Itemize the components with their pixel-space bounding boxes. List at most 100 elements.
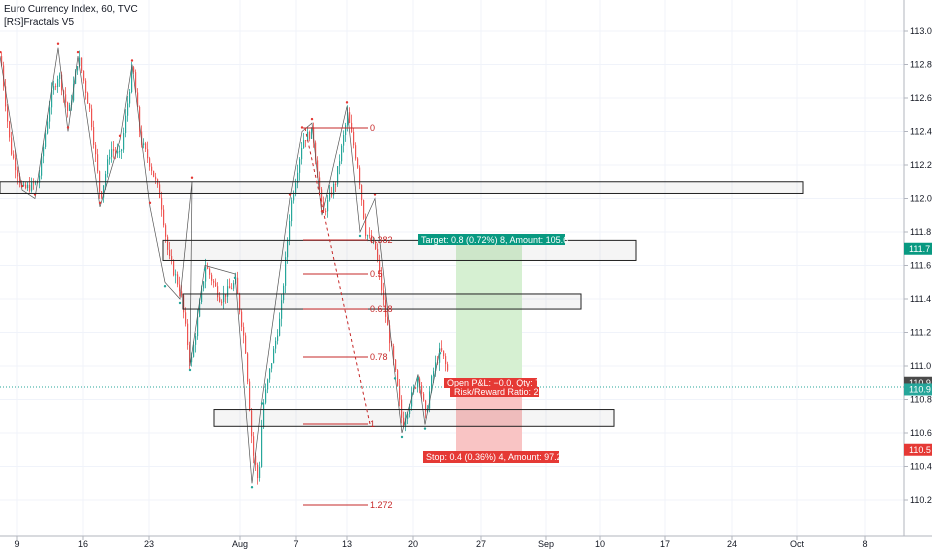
candle-body [419, 378, 421, 386]
candle-body [213, 280, 215, 283]
fractal-marker [400, 435, 404, 439]
candle-body [385, 299, 387, 317]
candle-body [337, 166, 339, 185]
candle-body [403, 417, 405, 426]
fractal-marker [76, 50, 80, 54]
candle-body [387, 316, 389, 326]
sr-zones[interactable] [0, 181, 804, 427]
fractal-marker [416, 377, 420, 380]
candle-body [181, 291, 183, 296]
candle-body [105, 173, 107, 186]
candle-body [253, 436, 255, 456]
candle-body [177, 274, 179, 285]
candle-body [289, 221, 291, 241]
price-badge [904, 443, 932, 456]
candle-body [57, 78, 59, 88]
candle-body [203, 281, 205, 289]
candle-body [381, 272, 383, 291]
candle-body [125, 115, 127, 134]
candle-body [43, 146, 45, 157]
candle-body [255, 455, 257, 465]
candle-body [15, 158, 17, 171]
candle-body [251, 410, 253, 437]
rr-label[interactable]: Risk/Reward Ratio: 2 [454, 387, 539, 397]
candle-body [61, 74, 63, 91]
candle-body [299, 159, 301, 173]
time-tick-label: 27 [476, 539, 486, 549]
candle-body [383, 290, 385, 300]
sr-zone[interactable] [162, 239, 637, 261]
pnl-label[interactable]: Open P&L: −0.0, Qty: 7 [447, 378, 540, 388]
candle-body [439, 348, 441, 363]
fractal-marker [188, 368, 192, 372]
candle-body [301, 148, 303, 160]
candle-body [209, 268, 211, 275]
candle-body [115, 151, 117, 154]
sr-zone[interactable] [182, 293, 582, 310]
candle-body [231, 288, 233, 290]
candle-body [443, 350, 445, 357]
price-tick-label: 112.2 [910, 160, 932, 170]
grid-lines [0, 0, 904, 536]
stop-label[interactable]: Stop: 0.4 (0.36%) 4, Amount: 97.2 [426, 452, 562, 462]
candle-body [239, 293, 241, 312]
candle-body [135, 72, 137, 93]
candle-body [291, 200, 293, 222]
price-badge-text: 110.5 [909, 445, 931, 455]
price-badge-text: 110.9 [909, 384, 931, 394]
candle-body [225, 293, 227, 297]
candle-body [395, 359, 397, 371]
price-axis[interactable]: 113.0 112.8 112.6 112.4 112.2 112.0 111.8 111.6… [904, 26, 932, 505]
target-label[interactable]: Target: 0.8 (0.72%) 8, Amount: 105.6 [421, 235, 568, 245]
fractal-marker [438, 352, 442, 355]
candle-body [23, 184, 25, 186]
fractal-marker [0, 50, 2, 54]
fractal-marker [320, 210, 324, 213]
candle-body [31, 181, 33, 191]
price-tick-label: 111.2 [910, 328, 931, 338]
time-tick-label: Oct [790, 539, 805, 549]
price-badge-text: 111.7 [909, 244, 930, 254]
rr-label-bg [450, 387, 539, 397]
fractal-marker [56, 42, 60, 45]
candle-body [305, 140, 307, 142]
candle-body [273, 348, 275, 364]
time-tick-label: 13 [342, 539, 352, 549]
sr-zone[interactable] [213, 409, 615, 427]
candle-body [259, 466, 261, 479]
candle-body [163, 209, 165, 226]
sr-zone[interactable] [0, 181, 804, 194]
fib-label-0: 0 [370, 123, 375, 133]
candle-body [275, 340, 277, 349]
candle-body [139, 106, 141, 132]
candle-body [65, 94, 67, 103]
candle-body [365, 218, 367, 237]
candle-body [257, 464, 259, 479]
fib-tool[interactable] [303, 127, 371, 506]
candle-body [77, 66, 79, 71]
candle-body [59, 74, 61, 79]
candle-body [307, 131, 309, 142]
time-tick-label: 8 [862, 539, 867, 549]
candle-body [261, 427, 263, 467]
candle-body [45, 133, 47, 147]
candle-body [285, 257, 287, 286]
stop-label-bg [423, 451, 559, 463]
zigzag-path [0, 47, 441, 484]
price-tick-label: 110.4 [910, 462, 932, 472]
candle-body [241, 311, 243, 327]
candle-body [277, 335, 279, 341]
price-tick-label: 112.6 [910, 93, 932, 103]
candle-body [185, 312, 187, 324]
fractal-marker [423, 427, 427, 430]
fractal-marker [310, 117, 314, 121]
candle-body [49, 107, 51, 122]
time-axis[interactable]: 9 16 23 Aug 7 13 20 27 Sep 10 17 24 Oct 8 [14, 536, 868, 549]
candle-body [53, 86, 55, 91]
candle-body [219, 297, 221, 302]
fractal-marker [393, 377, 397, 380]
candle-body [85, 80, 87, 94]
price-tick-label: 111.0 [910, 361, 931, 371]
